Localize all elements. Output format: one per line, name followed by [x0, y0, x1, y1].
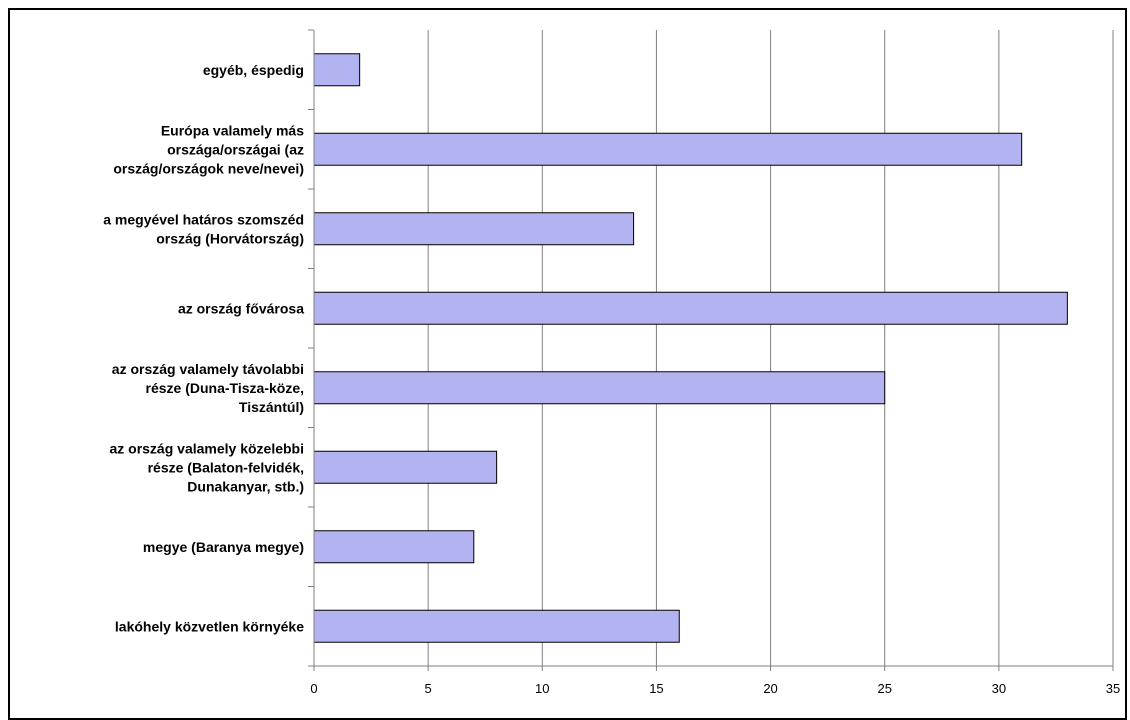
- grid-layer: [427, 30, 1114, 666]
- category-label-line: része (Balaton-felvidék,: [148, 459, 304, 475]
- x-tick-label: 20: [763, 681, 777, 696]
- category-label-line: Dunakanyar, stb.): [187, 478, 304, 494]
- category-label-line: országa/országai (az: [167, 141, 304, 157]
- category-label: egyéb, éspedig: [203, 62, 304, 78]
- category-label: megye (Baranya megye): [143, 539, 304, 555]
- x-tick-label: 35: [1106, 681, 1120, 696]
- category-label-line: Tiszántúl): [239, 399, 304, 415]
- x-tick-label: 5: [425, 681, 432, 696]
- category-label-line: megye (Baranya megye): [143, 539, 304, 555]
- label-layer: 0 5 10 15 20 25 30 35 lakóhely közvetlen környék…: [103, 62, 1120, 696]
- bar-6: [313, 132, 1023, 166]
- category-label: az ország fővárosa: [178, 300, 304, 316]
- bar-0: [313, 609, 680, 643]
- category-label-line: az ország fővárosa: [178, 300, 304, 316]
- category-label-line: az ország valamely közelebbi: [109, 440, 304, 456]
- category-label: lakóhely közvetlen környéke: [115, 618, 304, 634]
- chart-frame: [8, 8, 1127, 720]
- category-label-line: lakóhely közvetlen környéke: [115, 618, 304, 634]
- bar-3: [313, 371, 886, 405]
- bar-layer: [313, 53, 1068, 643]
- x-tick-label: 30: [992, 681, 1006, 696]
- x-tick-label: 10: [535, 681, 549, 696]
- bar-7: [313, 53, 361, 87]
- category-label-line: az ország valamely távolabbi: [112, 361, 304, 377]
- axis-layer: [308, 29, 1114, 671]
- category-label-line: a megyével határos szomszéd: [103, 211, 304, 227]
- x-tick-label: 0: [310, 681, 317, 696]
- bar-4: [313, 291, 1068, 325]
- category-label: az ország valamely távolabbi része (Duna-…: [112, 361, 304, 415]
- bar-2: [313, 450, 498, 484]
- bar-5: [313, 212, 635, 246]
- category-label-line: ország (Horvátország): [156, 230, 304, 246]
- category-label-line: egyéb, éspedig: [203, 62, 304, 78]
- bar-1: [313, 530, 475, 564]
- category-label: a megyével határos szomszéd ország (Horvá…: [103, 211, 304, 246]
- x-tick-label: 25: [877, 681, 891, 696]
- category-label-line: része (Duna-Tisza-köze,: [146, 380, 304, 396]
- category-label: Európa valamely más országa/országai (az o…: [113, 122, 304, 176]
- x-tick-label: 15: [649, 681, 663, 696]
- category-label-line: Európa valamely más: [161, 122, 304, 138]
- category-label: az ország valamely közelebbi része (Balat…: [109, 440, 304, 494]
- category-label-line: ország/országok neve/nevei): [113, 160, 304, 176]
